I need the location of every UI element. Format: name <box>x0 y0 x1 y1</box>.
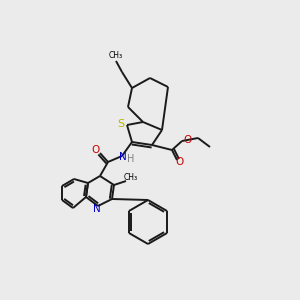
Text: N: N <box>119 152 127 162</box>
Text: S: S <box>117 119 124 129</box>
Text: CH₃: CH₃ <box>109 52 123 61</box>
Text: CH₃: CH₃ <box>124 172 138 182</box>
Text: O: O <box>176 157 184 167</box>
Text: O: O <box>91 145 99 155</box>
Text: N: N <box>93 204 101 214</box>
Text: H: H <box>127 154 135 164</box>
Text: O: O <box>183 135 191 145</box>
